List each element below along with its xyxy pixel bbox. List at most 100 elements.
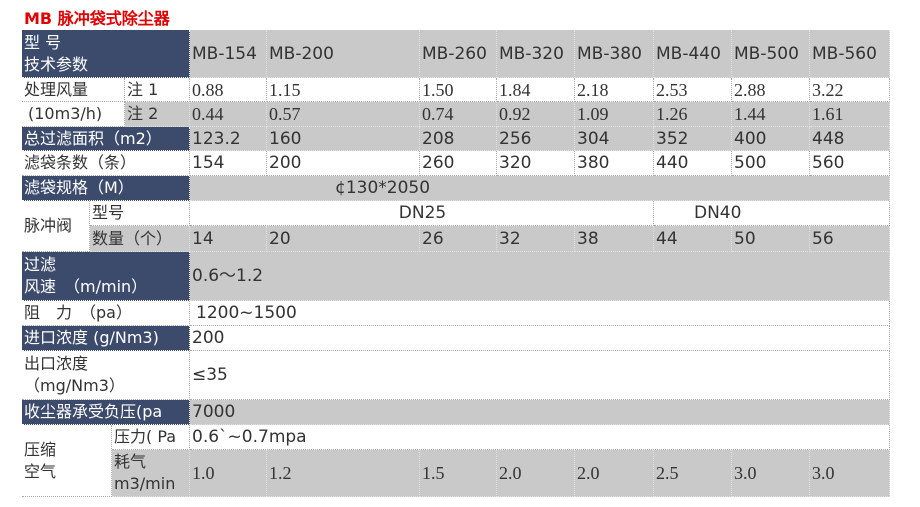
cell-text: 注 2 [127,104,159,123]
cell: 256 [497,127,575,151]
cell: 160 [267,127,420,151]
cell: 208 [420,127,497,151]
cell: 440 [654,151,732,176]
cell: 56 [810,226,890,252]
cell: 0.92 [497,102,575,127]
cell-text: 压缩 [24,439,57,459]
cell: 50 [732,226,810,252]
cell-text: 0.57 [269,104,301,124]
cell: 26 [420,226,497,252]
cell: MB-560 [810,30,890,78]
cell: 44 [654,226,732,252]
cell-text: 2.53 [656,79,688,100]
cell: 123.2 [190,127,267,151]
cell: MB-200 [267,30,420,78]
cell-text: 数量（个） [92,228,173,248]
cell-text: 滤袋条数（条） [24,153,137,172]
cell-text: 耗气 [114,452,147,471]
cell: 进口浓度 (g/Nm3) [22,326,190,351]
cell-text: 3.0 [812,463,835,483]
cell: 总过滤面积（m2） [22,127,190,151]
cell: 3.22 [810,78,890,102]
cell: 型 号技术参数 [22,30,190,78]
cell-text: 44 [656,228,678,249]
cell: 3.0 [810,450,890,497]
cell-text: MB-500 [734,43,799,64]
cell-text: 7000 [192,402,236,422]
cell-text: 3.0 [734,463,757,483]
cell-text: （mg/Nm3） [24,376,125,395]
cell: 2.0 [497,450,575,497]
cell-text: 0.74 [422,104,454,124]
cell-text: 脉冲阀 [24,216,73,235]
cell: 7000 [190,400,890,425]
cell: 1.15 [267,78,420,102]
cell-text: 50 [734,228,756,249]
cell: 1.26 [654,102,732,127]
cell-text: 2.5 [656,463,679,483]
cell: 500 [732,151,810,176]
cell: 1.84 [497,78,575,102]
cell-text: 2.0 [577,463,600,483]
cell-text: ¢130*2050 [335,178,431,198]
cell: ≤35 [190,351,890,400]
cell: 收尘器承受负压(pa [22,400,190,425]
cell-text: 1.2 [269,463,292,483]
cell-text: m3/min [114,474,176,493]
cell: 0.6～1.2 [190,252,890,301]
cell: 过滤 风速 （m/min） [22,252,190,301]
cell: 20 [267,226,420,252]
cell-text: 过滤 [24,255,57,274]
cell: 1.50 [420,78,497,102]
cell-text: 0.6`~0.7mpa [192,427,307,447]
cell: DN25 [190,201,654,226]
cell-text: MB-560 [812,43,877,64]
cell-text: 160 [269,128,302,149]
cell-text: 208 [422,128,455,149]
cell-text: 260 [422,153,455,173]
cell-text: 进口浓度 (g/Nm3) [24,328,159,347]
cell-text: 阻 力 （pa） [24,303,132,322]
cell: 154 [190,151,267,176]
cell: 32 [497,226,575,252]
cell-text: 1.61 [812,104,844,124]
cell-text: 1.50 [422,79,454,100]
cell-text: 2.18 [577,79,609,100]
cell: 200 [190,326,890,351]
cell-text: 2.0 [499,463,522,483]
cell-text: 320 [499,153,532,173]
cell: 阻 力 （pa） [22,301,190,326]
cell: 320 [497,151,575,176]
cell-text: 0.6～1.2 [192,266,264,286]
cell: DN40 [654,201,890,226]
cell-text: 1.0 [192,463,215,483]
cell-text: 空气 [24,461,57,481]
cell-text: 400 [734,128,767,149]
cell: 304 [575,127,654,151]
cell-text: 154 [192,153,225,173]
cell-text: 注 1 [127,79,159,99]
cell-text: 出口浓度 [24,354,89,373]
cell: 1.44 [732,102,810,127]
cell-text: 0.92 [499,104,531,124]
cell: MB-440 [654,30,732,78]
cell-text: 560 [812,153,845,173]
cell-text: 3.22 [812,79,844,100]
cell-text: DN40 [694,203,742,223]
cell-text: 0.88 [192,79,224,100]
cell: 0.88 [190,78,267,102]
cell: 2.0 [575,450,654,497]
cell: 耗气 m3/min [112,450,190,497]
cell-text: 1.26 [656,104,688,124]
cell-text: 500 [734,153,767,173]
cell: 380 [575,151,654,176]
cell: 注 2 [125,102,190,127]
cell-text: MB-380 [577,43,642,64]
cell: 处理风量 [22,78,125,102]
cell: 压力( Pa [112,425,190,450]
cell: MB-260 [420,30,497,78]
cell: 400 [732,127,810,151]
cell-text: 型号 [92,203,125,222]
cell-text: 352 [656,128,689,149]
